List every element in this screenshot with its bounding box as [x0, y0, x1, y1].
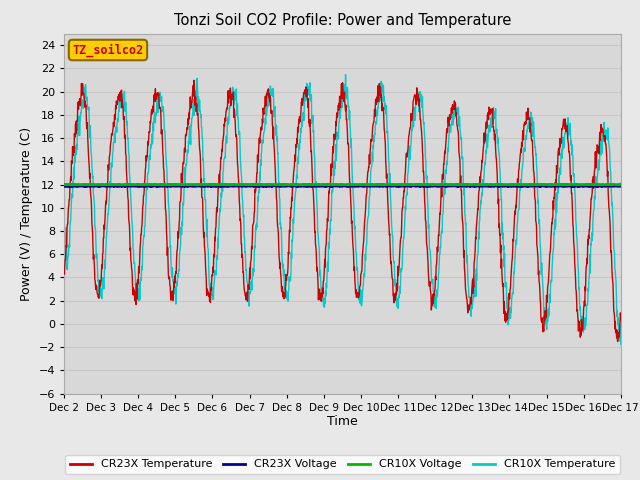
- CR23X Voltage: [126, 183, 134, 189]
- Title: Tonzi Soil CO2 Profile: Power and Temperature: Tonzi Soil CO2 Profile: Power and Temper…: [173, 13, 511, 28]
- CR23X Voltage: [318, 183, 326, 189]
- CR23X Voltage: [617, 183, 625, 189]
- CR10X Voltage: [126, 182, 134, 188]
- CR23X Temperature: [103, 184, 111, 190]
- Y-axis label: Power (V) / Temperature (C): Power (V) / Temperature (C): [20, 127, 33, 300]
- CR10X Voltage: [377, 181, 385, 187]
- CR23X Voltage: [104, 183, 111, 189]
- CR23X Temperature: [190, 77, 198, 83]
- CR23X Temperature: [318, 294, 326, 300]
- CR10X Voltage: [308, 181, 316, 187]
- Line: CR10X Voltage: CR10X Voltage: [64, 184, 621, 185]
- CR23X Temperature: [126, 231, 134, 237]
- CR23X Voltage: [308, 183, 316, 189]
- CR23X Voltage: [60, 183, 68, 189]
- CR23X Voltage: [495, 184, 503, 190]
- CR23X Voltage: [92, 182, 99, 188]
- CR10X Temperature: [126, 174, 134, 180]
- CR23X Temperature: [378, 92, 385, 98]
- CR10X Voltage: [296, 182, 304, 188]
- CR10X Temperature: [378, 78, 385, 84]
- CR10X Temperature: [60, 249, 68, 254]
- CR10X Temperature: [342, 72, 349, 77]
- CR10X Voltage: [617, 181, 625, 187]
- CR23X Temperature: [308, 168, 316, 174]
- CR23X Temperature: [614, 338, 621, 344]
- X-axis label: Time: Time: [327, 415, 358, 429]
- CR23X Voltage: [378, 183, 385, 189]
- CR10X Temperature: [103, 223, 111, 229]
- CR10X Temperature: [617, 341, 625, 347]
- Line: CR23X Temperature: CR23X Temperature: [64, 80, 621, 341]
- CR10X Voltage: [318, 182, 326, 188]
- CR23X Voltage: [297, 183, 305, 189]
- CR10X Voltage: [103, 181, 111, 187]
- CR10X Voltage: [60, 181, 68, 187]
- CR10X Temperature: [296, 139, 304, 145]
- Text: TZ_soilco2: TZ_soilco2: [72, 43, 143, 57]
- Line: CR10X Temperature: CR10X Temperature: [64, 74, 621, 344]
- CR23X Temperature: [297, 115, 305, 121]
- CR10X Temperature: [318, 290, 326, 296]
- CR10X Voltage: [537, 181, 545, 187]
- CR10X Voltage: [563, 182, 571, 188]
- CR23X Temperature: [617, 316, 625, 322]
- CR10X Temperature: [308, 120, 316, 126]
- Line: CR23X Voltage: CR23X Voltage: [64, 185, 621, 187]
- Legend: CR23X Temperature, CR23X Voltage, CR10X Voltage, CR10X Temperature: CR23X Temperature, CR23X Voltage, CR10X …: [65, 455, 620, 474]
- CR23X Temperature: [60, 266, 68, 272]
